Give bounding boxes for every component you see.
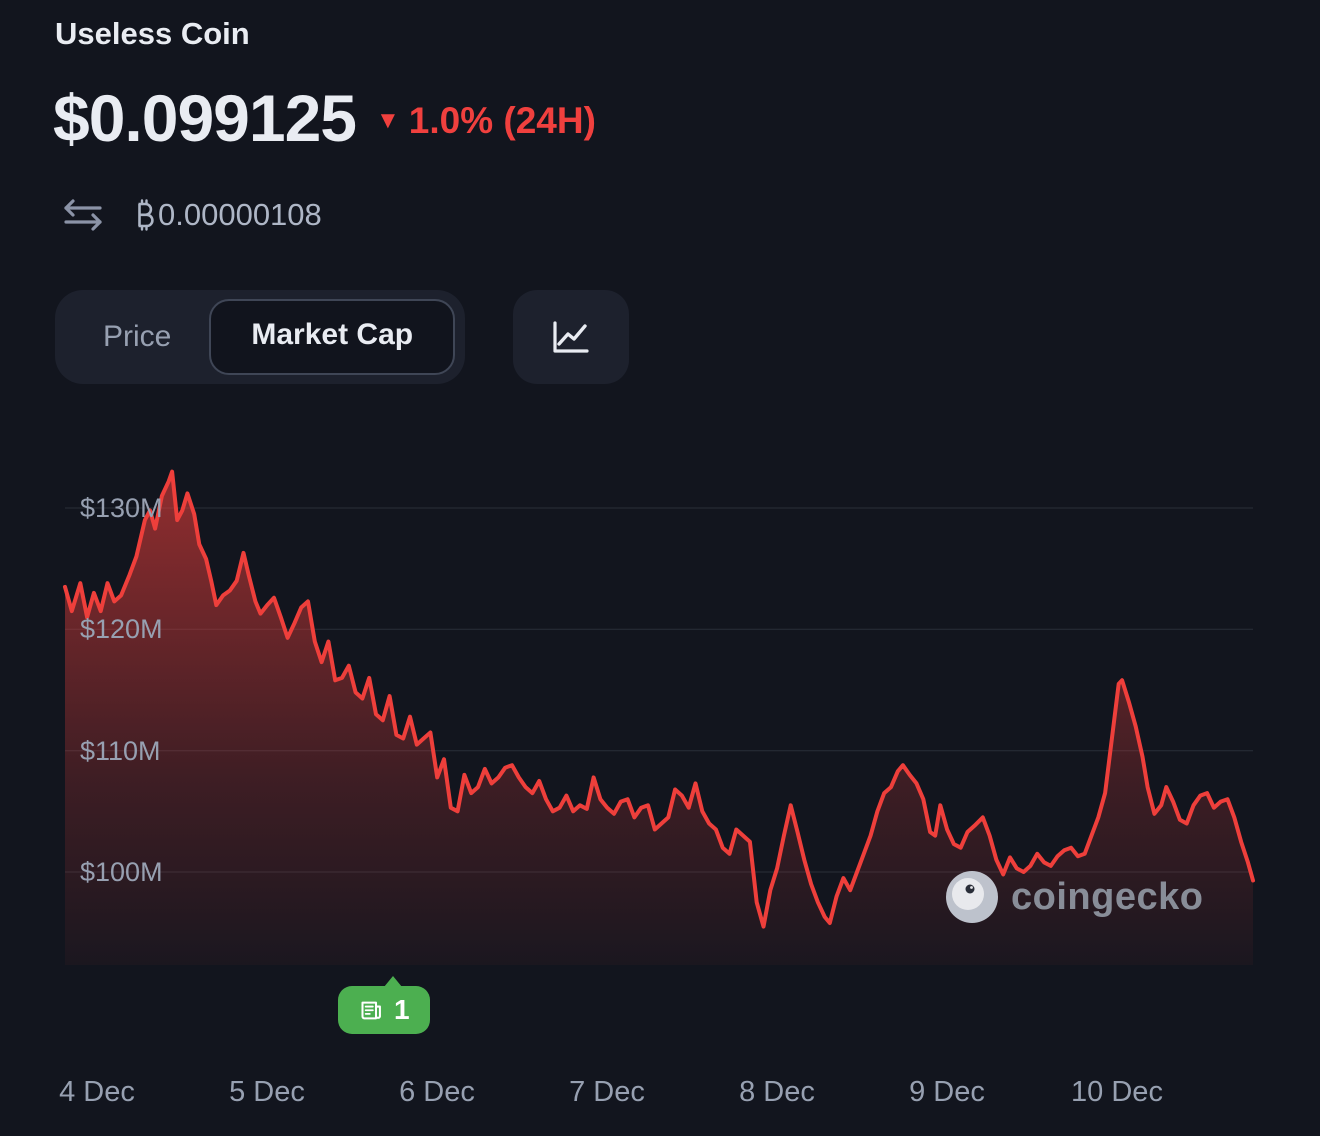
price-row: $0.099125 ▼ 1.0% (24H) (53, 80, 596, 156)
coin-price: $0.099125 (53, 81, 357, 155)
coingecko-gecko-icon (945, 870, 999, 924)
toggle-option-price[interactable]: Price (103, 320, 172, 353)
chart-area-fill (65, 471, 1253, 965)
swap-currency-icon[interactable] (60, 196, 106, 234)
newspaper-icon (358, 997, 385, 1024)
coingecko-watermark: coingecko (945, 870, 1203, 924)
x-axis-tick-label: 5 Dec (229, 1076, 305, 1108)
x-axis-tick-label: 8 Dec (739, 1076, 815, 1108)
btc-price-row: 0.00000108 (60, 196, 322, 234)
market-cap-chart[interactable] (0, 460, 1320, 980)
chart-style-button[interactable] (513, 290, 630, 384)
btc-amount: 0.00000108 (158, 197, 322, 232)
price-down-icon: ▼ (376, 107, 400, 134)
line-chart-icon (548, 315, 594, 359)
price-marketcap-toggle: Price Market Cap (55, 290, 466, 384)
chart-controls: Price Market Cap (55, 290, 630, 384)
x-axis-tick-label: 7 Dec (569, 1076, 645, 1108)
toggle-option-market-cap[interactable]: Market Cap (209, 299, 456, 375)
x-axis-tick-label: 4 Dec (59, 1076, 135, 1108)
chart-line (63, 469, 1255, 929)
x-axis-tick-label: 10 Dec (1071, 1076, 1163, 1108)
news-count: 1 (394, 994, 410, 1025)
news-annotation-badge[interactable]: 1 (338, 976, 430, 1034)
watermark-text: coingecko (1011, 875, 1204, 918)
bitcoin-symbol-icon (132, 199, 155, 231)
coin-name: Useless Coin (55, 16, 250, 51)
x-axis-tick-label: 9 Dec (909, 1076, 985, 1108)
price-change-percent: 1.0% (24H) (408, 100, 596, 141)
price-change: ▼ 1.0% (24H) (376, 100, 596, 142)
x-axis-tick-label: 6 Dec (399, 1076, 475, 1108)
btc-value: 0.00000108 (132, 197, 322, 233)
